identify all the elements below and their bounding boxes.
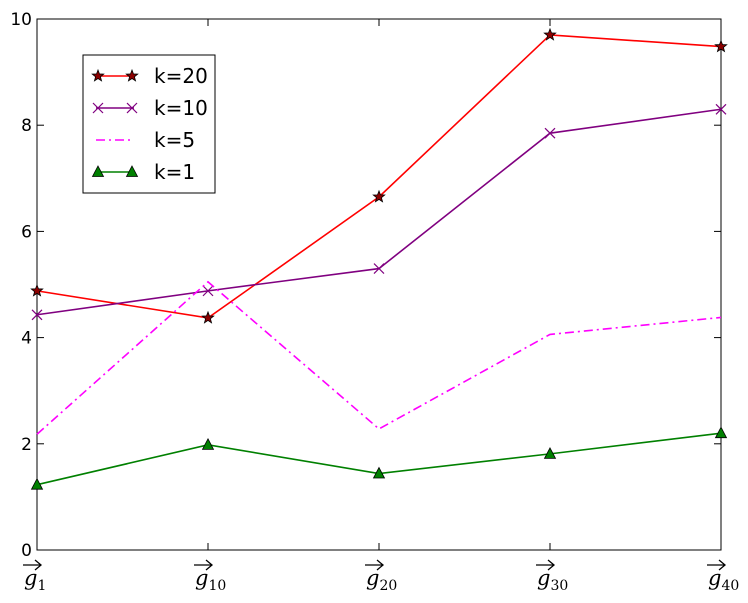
x-tick-text: g40 [708, 566, 739, 594]
legend-marker [91, 68, 105, 82]
series-layer [30, 27, 728, 490]
x-tick-label: g40 [707, 559, 739, 594]
legend-label: k=5 [154, 128, 195, 152]
x-tick-text: g10 [195, 566, 226, 594]
y-tick-labels: 0 2 4 6 8 10 [10, 10, 32, 561]
data-point [372, 189, 386, 203]
legend-box [82, 54, 216, 194]
x-tick-text: g1 [24, 566, 46, 594]
data-point [201, 437, 215, 450]
y-tick-label: 0 [21, 541, 32, 561]
data-point [31, 309, 43, 321]
data-point [373, 263, 385, 274]
legend-item: k=10 [92, 96, 208, 120]
legend: k=20 k=10 k=5 k=1 [82, 54, 216, 194]
vector-arrowhead-icon [205, 559, 214, 571]
x-tick-label: g10 [194, 559, 226, 594]
legend-marker [126, 102, 138, 114]
legend-label: k=10 [154, 96, 208, 120]
legend-item: k=1 [91, 160, 195, 184]
legend-label: k=1 [154, 160, 195, 184]
vector-arrowhead-icon [34, 559, 43, 571]
data-point [544, 127, 556, 139]
data-point [543, 447, 557, 459]
legend-marker [125, 165, 139, 177]
x-tick-text: g20 [366, 566, 397, 594]
legend-marker [91, 165, 105, 177]
series-k=10 [31, 103, 727, 321]
x-tick-labels: g1 g10 g20 g30 g40 [23, 559, 739, 594]
legend-item: k=5 [96, 128, 195, 152]
data-point [715, 103, 727, 115]
vector-arrowhead-icon [376, 559, 385, 571]
y-tick-label: 2 [21, 435, 32, 455]
data-point [543, 27, 557, 41]
vector-arrowhead-icon [547, 559, 556, 571]
y-tick-label: 8 [21, 116, 32, 136]
y-tick-label: 4 [21, 329, 32, 349]
series-k=5 [36, 280, 722, 435]
series-line [36, 280, 722, 435]
x-tick-text: g30 [537, 566, 568, 594]
data-point [372, 466, 386, 479]
legend-item: k=20 [91, 64, 208, 88]
data-point [202, 285, 214, 297]
axis-ticks [36, 18, 722, 551]
data-point [30, 283, 44, 297]
data-point [201, 310, 215, 324]
x-tick-label: g30 [536, 559, 568, 594]
series-k=20 [30, 27, 728, 324]
data-point [714, 39, 728, 53]
x-tick-label: g1 [23, 559, 46, 594]
series-k=1 [30, 426, 728, 490]
x-tick-label: g20 [365, 559, 397, 594]
legend-label: k=20 [154, 64, 208, 88]
legend-marker [92, 102, 104, 114]
legend-marker [125, 68, 139, 82]
y-tick-label: 10 [10, 10, 32, 30]
y-tick-label: 6 [21, 222, 32, 242]
vector-arrowhead-icon [718, 559, 727, 571]
data-point [714, 426, 728, 439]
data-point [30, 477, 44, 490]
